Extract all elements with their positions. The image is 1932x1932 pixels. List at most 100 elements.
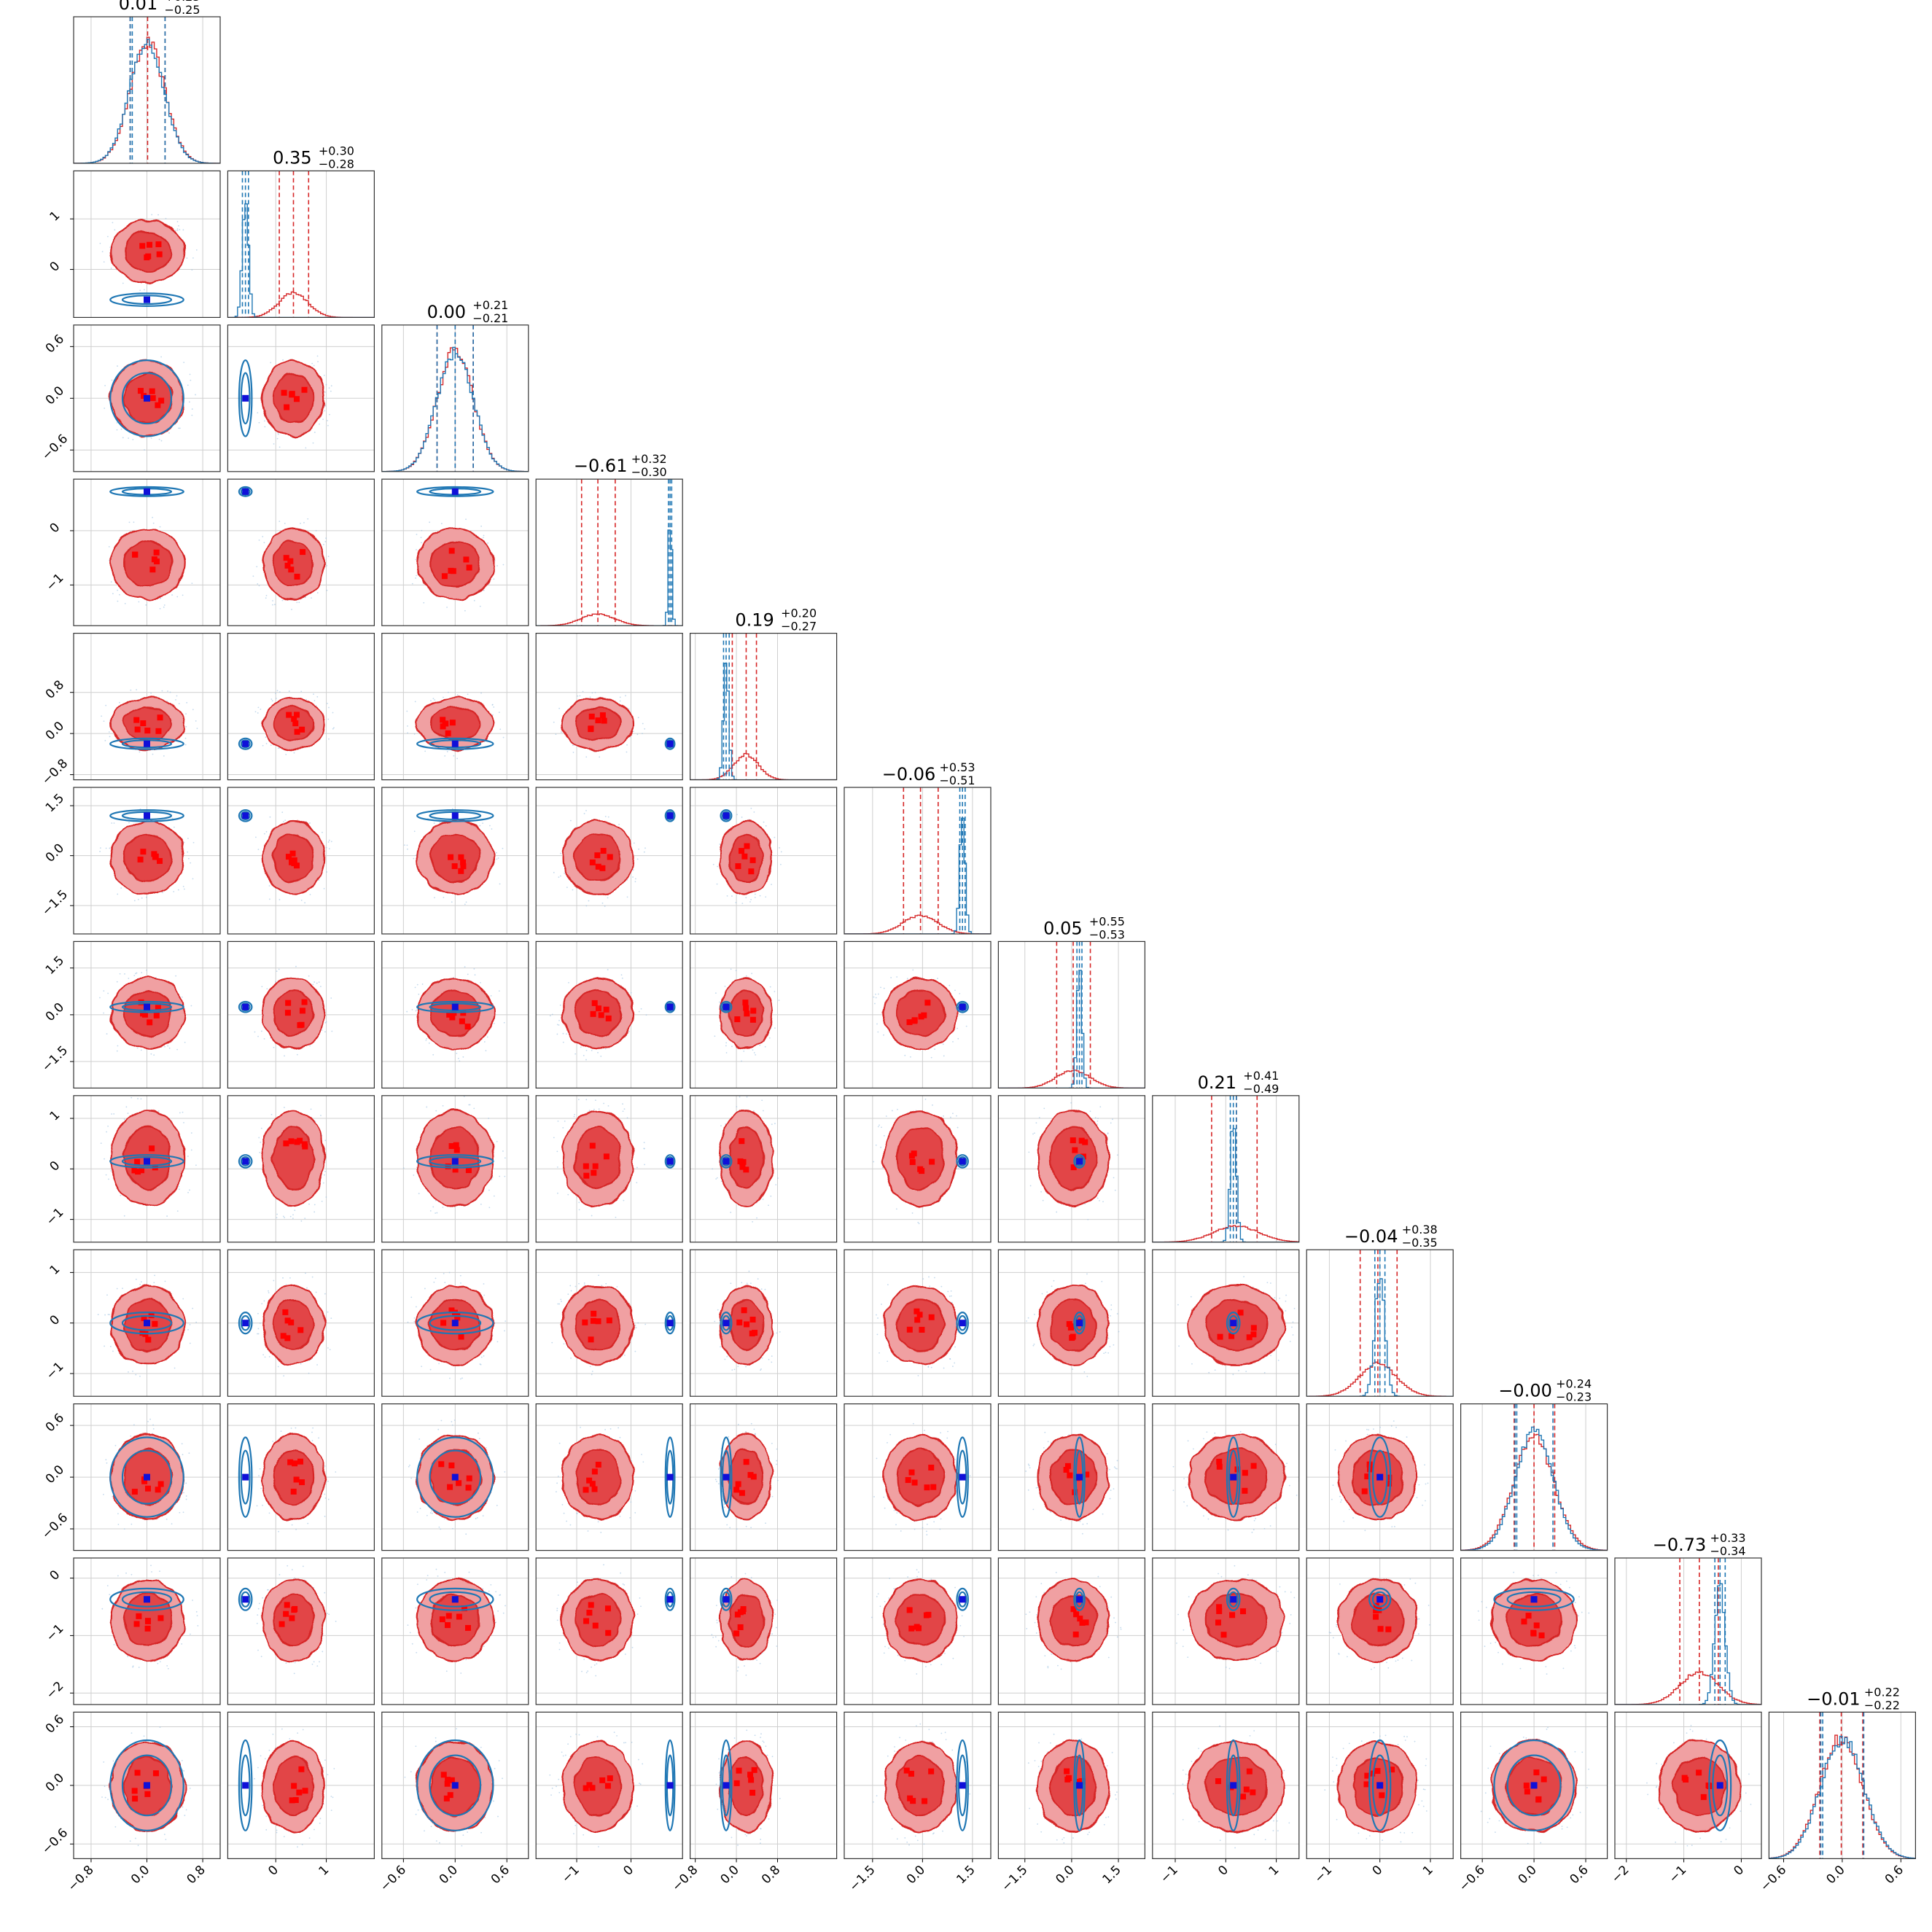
panel-title-10: −0.73	[1653, 1535, 1707, 1555]
sample-point	[1425, 1500, 1426, 1502]
blue-contour-outer	[1493, 1587, 1575, 1611]
sample-point	[136, 689, 138, 690]
histogram-panel-2: 0.00 +0.21−0.21	[381, 298, 529, 472]
sample-point	[562, 1755, 564, 1757]
sample-point	[949, 984, 951, 986]
sample-point	[1050, 1742, 1051, 1744]
sample-point	[560, 731, 562, 733]
sample-point	[1331, 1770, 1333, 1772]
sample-point	[1279, 1297, 1281, 1299]
red-contour-inner	[1672, 1756, 1726, 1817]
sample-point	[1570, 1650, 1572, 1652]
sample-point	[1247, 1574, 1249, 1576]
contour-panel-5-1	[227, 787, 375, 935]
contour-panel-9-6	[997, 1403, 1146, 1551]
sample-point	[272, 1733, 274, 1735]
sample-point	[461, 1094, 463, 1095]
sample-point	[122, 1288, 123, 1290]
x-tick-label: −0.6	[1758, 1863, 1789, 1894]
sample-point	[108, 731, 110, 733]
sample-point	[278, 521, 281, 523]
sample-point	[159, 1661, 161, 1663]
red-marker	[1242, 1487, 1248, 1494]
blue-contour-inner	[240, 372, 251, 425]
title-lower-error: −0.34	[1710, 1544, 1746, 1558]
sample-point	[404, 1776, 406, 1778]
sample-point	[313, 700, 316, 702]
sample-point	[881, 1126, 882, 1129]
contour-panel-10-5	[844, 1557, 992, 1705]
blue-contour-outer	[416, 1154, 494, 1169]
sample-point	[1427, 1482, 1429, 1484]
sample-point	[149, 1418, 151, 1420]
histogram-panel-5: −0.06 +0.53−0.51	[844, 760, 992, 935]
sample-point	[1051, 1653, 1053, 1655]
sample-point	[874, 1002, 876, 1005]
sample-point	[1333, 1781, 1335, 1783]
sample-point	[187, 1156, 189, 1157]
sample-point	[914, 1528, 916, 1530]
sample-point	[153, 1282, 155, 1284]
sample-point	[171, 1523, 173, 1524]
blue-contour-outer	[956, 1587, 969, 1611]
red-marker	[924, 1484, 930, 1491]
sample-point	[128, 521, 131, 523]
y-tick-label: 0.6	[43, 1411, 67, 1435]
red-marker	[736, 1319, 743, 1325]
sample-point	[119, 593, 120, 596]
sample-point	[635, 1327, 637, 1329]
sample-point	[1182, 1769, 1184, 1771]
sample-point	[480, 981, 481, 983]
sample-point	[1086, 1376, 1088, 1377]
sample-point	[483, 1283, 485, 1285]
sample-point	[312, 1427, 314, 1429]
sample-point	[720, 1346, 721, 1348]
sample-point	[1532, 1575, 1535, 1576]
red-marker	[155, 1487, 161, 1493]
sample-point	[760, 1737, 761, 1738]
red-marker	[298, 1766, 305, 1772]
sample-point	[1667, 1754, 1670, 1756]
sample-point	[467, 973, 469, 975]
blue-marker	[242, 740, 249, 747]
sample-point	[306, 1287, 308, 1289]
sample-point	[1029, 1467, 1031, 1469]
sample-point	[1251, 1578, 1253, 1581]
red-marker	[136, 1613, 142, 1619]
sample-point	[305, 447, 307, 449]
red-marker	[905, 1477, 911, 1484]
contour-panel-9-2	[381, 1403, 529, 1551]
histogram-panel-7: 0.21 +0.41−0.49	[1152, 1069, 1300, 1243]
red-marker	[292, 720, 299, 727]
sample-point	[128, 822, 130, 824]
sample-point	[331, 1030, 333, 1032]
sample-point	[1495, 1641, 1497, 1643]
sample-point	[488, 1207, 491, 1209]
sample-point	[1284, 1591, 1286, 1593]
red-marker	[739, 1138, 745, 1145]
red-marker	[288, 1138, 295, 1145]
sample-point	[745, 1674, 747, 1676]
sample-point	[497, 1610, 499, 1612]
sample-point	[752, 1220, 754, 1223]
sample-point	[727, 1748, 729, 1750]
sample-point	[152, 516, 154, 518]
panel-frame	[997, 1403, 1146, 1551]
sample-point	[1116, 1791, 1118, 1793]
sample-point	[152, 1424, 154, 1426]
sample-point	[128, 1371, 129, 1373]
sample-point	[153, 1054, 155, 1056]
sample-point	[1034, 1760, 1036, 1761]
red-marker	[440, 1772, 447, 1778]
sample-point	[946, 1437, 949, 1439]
sample-point	[260, 1755, 262, 1757]
y-tick-label: 0.6	[43, 332, 67, 356]
sample-point	[1266, 1282, 1269, 1284]
red-marker	[289, 1615, 295, 1621]
sample-point	[574, 827, 576, 829]
sample-point	[186, 257, 188, 259]
sample-point	[315, 1291, 317, 1293]
sample-point	[183, 888, 185, 890]
sample-point	[99, 847, 101, 849]
sample-point	[1187, 1656, 1189, 1659]
